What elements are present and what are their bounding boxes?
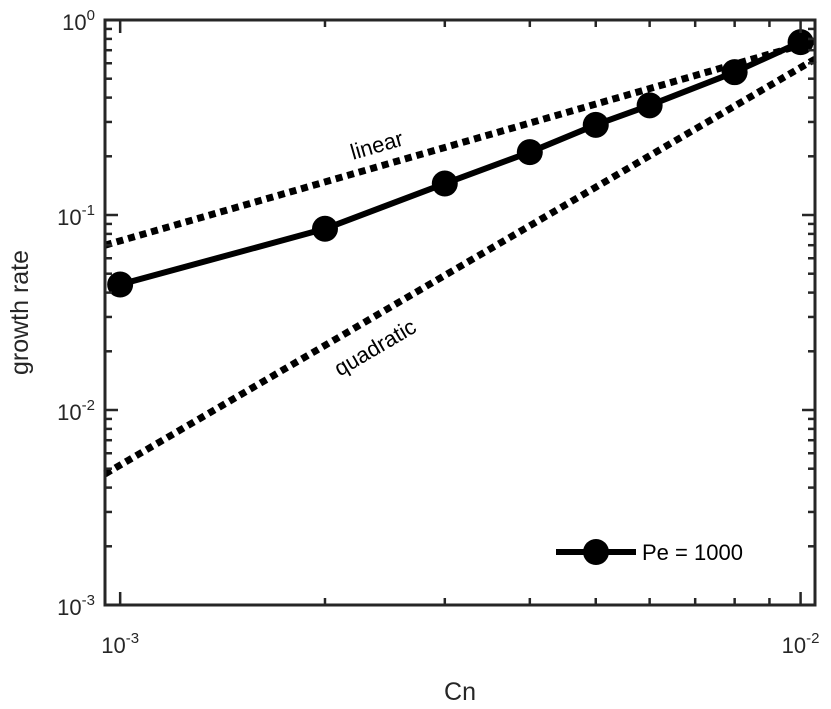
y-tick-label: 100 [62,7,95,35]
reference-line-quadratic [103,56,817,477]
ticks: 10-3 10-2 10-1 100 10-3 10-2 [57,7,819,658]
axes [103,18,817,607]
data-point [311,215,338,242]
data-point [636,92,663,119]
legend: Pe = 1000 [556,539,743,565]
data-point [516,139,543,166]
reference-lines [103,37,817,477]
data-point [721,59,748,86]
data-point [107,271,134,298]
x-tick-label: 10-3 [101,630,139,658]
x-tick-label: 10-2 [782,630,820,658]
legend-entry-pe-1000: Pe = 1000 [642,540,743,565]
y-tick-label: 10-1 [57,202,95,230]
annotation-quadratic: quadratic [330,314,421,381]
y-tick-label: 10-3 [57,592,95,620]
data-point [787,29,814,56]
data-point [431,170,458,197]
data-point [582,111,609,138]
y-axis-label: growth rate [6,250,34,375]
reference-line-linear [104,37,816,249]
series-line [119,39,802,288]
legend-marker [583,539,609,565]
plot-frame [103,18,817,607]
y-tick-label: 10-2 [57,397,95,425]
data-series [107,29,814,298]
x-axis-label: Cn [444,678,476,706]
